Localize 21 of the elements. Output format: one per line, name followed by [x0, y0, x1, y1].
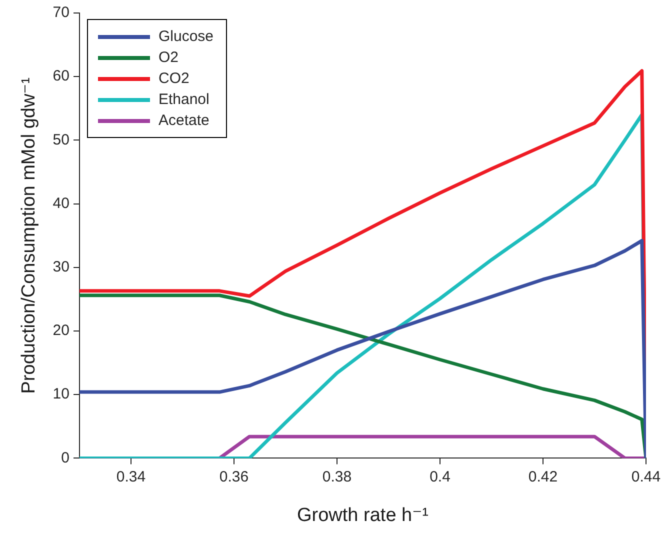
x-tick-label: 0.44	[631, 468, 661, 486]
legend-label: Glucose	[158, 28, 214, 45]
y-axis-title: Production/Consumption mMol gdw⁻¹	[18, 77, 40, 394]
y-tick-label: 30	[52, 258, 70, 276]
x-tick-label: 0.42	[528, 468, 558, 486]
y-tick-label: 0	[61, 449, 70, 466]
legend-label: Ethanol	[158, 91, 210, 108]
y-tick-label: 40	[52, 194, 70, 212]
y-tick-label: 60	[52, 68, 70, 85]
x-tick-label: 0.38	[322, 468, 352, 486]
legend-label: O2	[158, 49, 178, 66]
legend-label: CO2	[158, 70, 190, 87]
y-tick-label: 70	[52, 4, 70, 22]
x-tick-label: 0.34	[116, 468, 146, 486]
x-tick-label: 0.36	[219, 468, 249, 486]
y-tick-label: 10	[52, 386, 70, 403]
legend-label: Acetate	[158, 112, 210, 129]
x-tick-label: 0.4	[430, 468, 450, 486]
y-tick-label: 50	[52, 131, 70, 148]
y-tick-label: 20	[52, 322, 70, 340]
x-axis-title: Growth rate h⁻¹	[297, 504, 428, 526]
